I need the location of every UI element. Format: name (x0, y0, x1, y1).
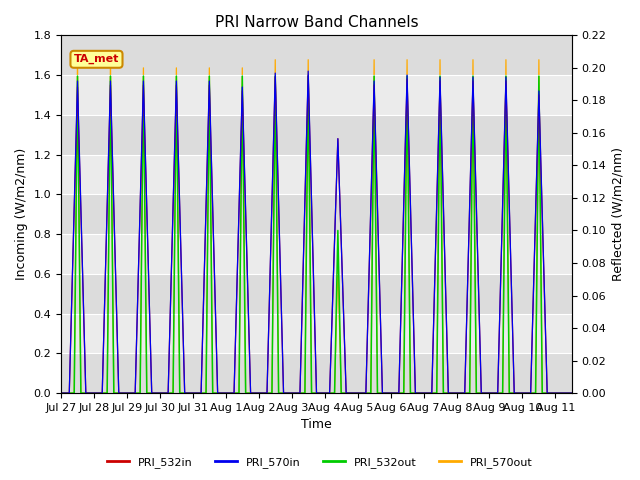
Bar (61, 274, 572, 313)
Bar (61, 234, 572, 274)
Y-axis label: Incoming (W/m2/nm): Incoming (W/m2/nm) (15, 148, 28, 280)
Bar (61, 75, 572, 115)
Text: TA_met: TA_met (74, 54, 119, 64)
Bar (61, 353, 572, 393)
Bar (61, 313, 572, 353)
Bar (61, 36, 572, 75)
Legend: PRI_532in, PRI_570in, PRI_532out, PRI_570out: PRI_532in, PRI_570in, PRI_532out, PRI_57… (102, 452, 538, 472)
Y-axis label: Reflected (W/m2/nm): Reflected (W/m2/nm) (612, 147, 625, 281)
Bar (61, 194, 572, 234)
X-axis label: Time: Time (301, 419, 332, 432)
Title: PRI Narrow Band Channels: PRI Narrow Band Channels (214, 15, 419, 30)
Bar (61, 115, 572, 155)
Bar (61, 155, 572, 194)
